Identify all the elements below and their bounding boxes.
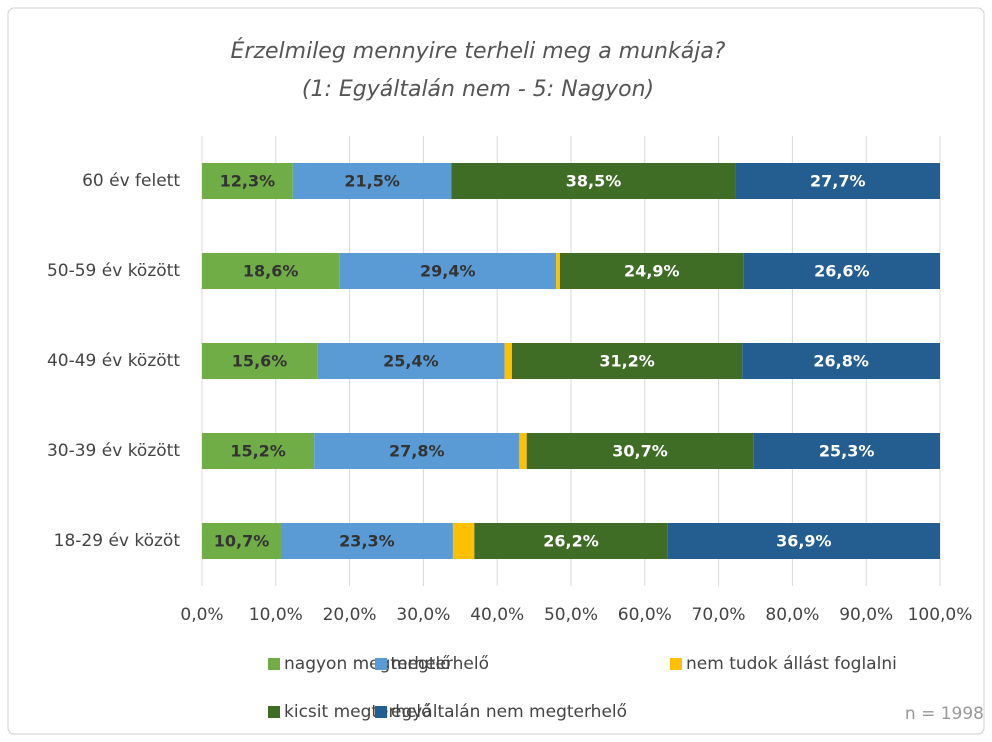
bar-segment xyxy=(314,433,520,469)
data-label: 12,3% xyxy=(220,172,276,191)
data-label: 29,4% xyxy=(420,262,476,281)
data-label: 23,3% xyxy=(339,532,395,551)
bar-segment xyxy=(753,433,940,469)
data-label: 26,6% xyxy=(814,262,870,281)
y-tick-label: 50-59 év között xyxy=(47,261,180,281)
y-tick-label: 60 év felett xyxy=(82,171,180,191)
data-label: 27,8% xyxy=(389,442,445,461)
bar-segment xyxy=(742,343,940,379)
data-label: 10,7% xyxy=(214,532,270,551)
bar-segment xyxy=(452,523,475,559)
bar-segment xyxy=(735,163,940,199)
bar-segment xyxy=(559,253,744,289)
x-tick-label: 10,0% xyxy=(249,605,303,625)
legend-label: kicsit megterhelő xyxy=(284,702,432,722)
bar-segment xyxy=(202,343,318,379)
data-label: 15,2% xyxy=(230,442,286,461)
bar-segment xyxy=(292,163,452,199)
bar-segment xyxy=(317,343,505,379)
legend-swatch xyxy=(375,706,387,718)
data-label: 26,2% xyxy=(543,532,599,551)
data-label: 21,5% xyxy=(344,172,400,191)
y-tick-label: 18-29 év közöt xyxy=(54,531,181,551)
bar-segment xyxy=(504,343,512,379)
legend-swatch xyxy=(268,706,280,718)
legend-label: megterhelő xyxy=(391,654,489,674)
data-label: 25,3% xyxy=(819,442,875,461)
x-tick-label: 0,0% xyxy=(180,605,223,625)
x-tick-label: 40,0% xyxy=(470,605,524,625)
x-tick-label: 50,0% xyxy=(544,605,598,625)
bar-segment xyxy=(743,253,940,289)
x-tick-label: 60,0% xyxy=(618,605,672,625)
data-label: 27,7% xyxy=(810,172,866,191)
legend-label: egyáltalán nem megterhelő xyxy=(391,702,627,722)
y-tick-label: 30-39 év között xyxy=(47,441,180,461)
bar-segment xyxy=(280,523,453,559)
legend-label: nem tudok állást foglalni xyxy=(686,654,897,674)
x-tick-label: 70,0% xyxy=(692,605,746,625)
x-tick-label: 90,0% xyxy=(839,605,893,625)
bar-segment xyxy=(556,253,560,289)
bar-segment xyxy=(202,253,340,289)
legend-swatch xyxy=(375,658,387,670)
bar-segment xyxy=(202,163,293,199)
data-label: 36,9% xyxy=(776,532,832,551)
legend-label: nagyon megterhelő xyxy=(284,654,451,674)
data-label: 31,2% xyxy=(599,352,655,371)
x-tick-label: 30,0% xyxy=(396,605,450,625)
data-label: 25,4% xyxy=(383,352,439,371)
bar-segment xyxy=(202,433,315,469)
data-label: 26,8% xyxy=(813,352,869,371)
bar-segment xyxy=(451,163,736,199)
bar-segment xyxy=(667,523,940,559)
x-tick-label: 20,0% xyxy=(323,605,377,625)
bar-segment xyxy=(526,433,754,469)
data-label: 38,5% xyxy=(566,172,622,191)
chart-subtitle: (1: Egyáltalán nem - 5: Nagyon) xyxy=(302,77,654,102)
x-tick-label: 100,0% xyxy=(908,605,973,625)
data-label: 15,6% xyxy=(232,352,288,371)
annotation: n = 1998 xyxy=(905,704,984,724)
chart-title: Érzelmileg mennyire terheli meg a munkáj… xyxy=(231,38,726,64)
x-tick-label: 80,0% xyxy=(765,605,819,625)
bar-segment xyxy=(511,343,743,379)
bar-segment xyxy=(519,433,527,469)
y-tick-label: 40-49 év között xyxy=(47,351,180,371)
bar-segment xyxy=(202,523,281,559)
data-label: 24,9% xyxy=(624,262,680,281)
data-label: 30,7% xyxy=(612,442,668,461)
data-label: 18,6% xyxy=(243,262,299,281)
bar-segment xyxy=(474,523,668,559)
bar-segment xyxy=(339,253,557,289)
legend-swatch xyxy=(268,658,280,670)
legend-swatch xyxy=(670,658,682,670)
